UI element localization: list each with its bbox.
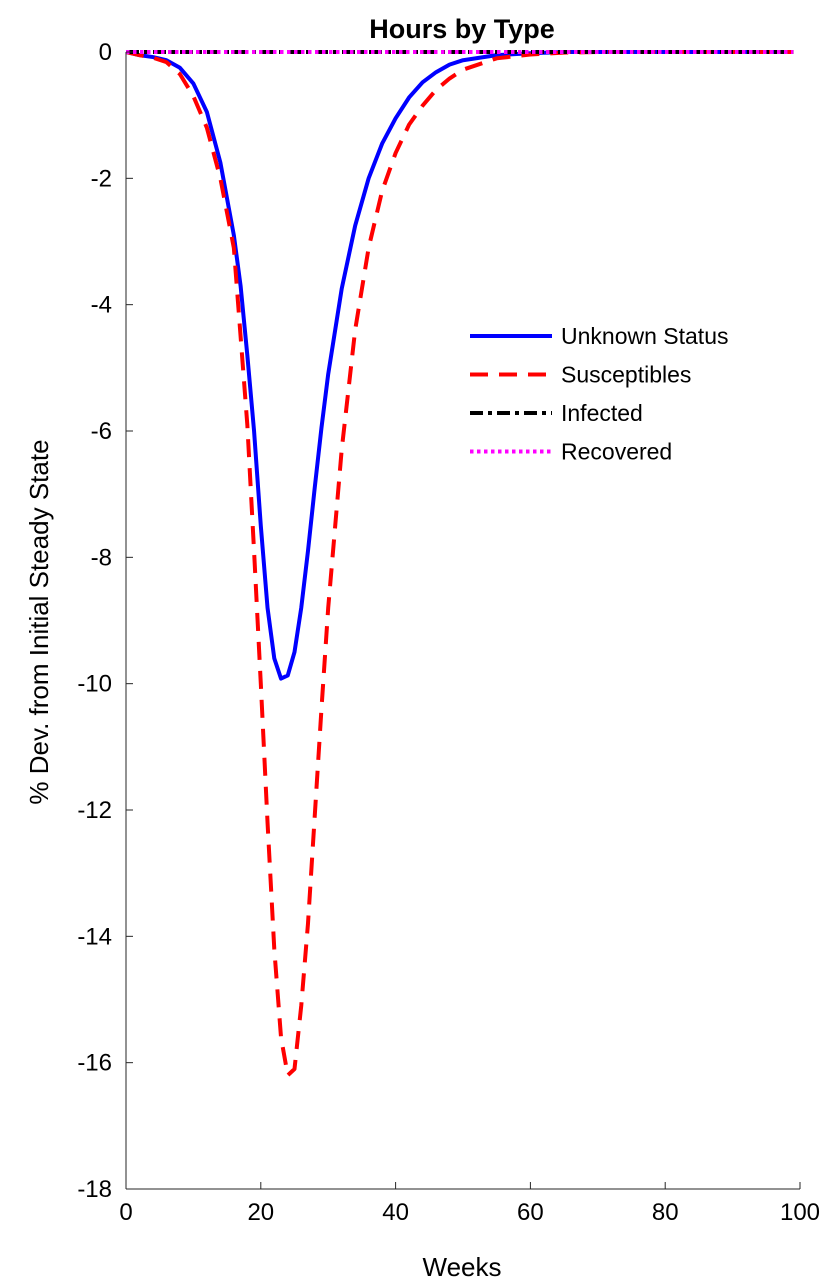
x-tick-label: 20 [247, 1199, 274, 1226]
x-tick-label: 80 [652, 1199, 679, 1226]
x-axis-label: Weeks [423, 1252, 502, 1282]
x-tick-label: 100 [780, 1199, 820, 1226]
legend-label-susceptibles: Susceptibles [561, 362, 691, 388]
legend-label-unknown-status: Unknown Status [561, 323, 728, 349]
y-tick-label: -10 [77, 671, 112, 698]
chart-title: Hours by Type [369, 14, 555, 44]
y-axis: 0 -2 -4 -6 -8 -10 -12 -14 -16 -18 [77, 39, 133, 1203]
y-tick-label: -12 [77, 797, 112, 824]
legend: Unknown Status Susceptibles Infected Recove… [470, 323, 728, 465]
y-tick-label: -8 [91, 544, 112, 571]
y-tick-label: -18 [77, 1176, 112, 1203]
legend-label-infected: Infected [561, 400, 643, 426]
y-tick-label: -4 [91, 292, 112, 319]
y-tick-label: 0 [99, 39, 112, 66]
series-line-susceptibles [125, 50, 794, 1078]
y-tick-label: -2 [91, 165, 112, 192]
y-tick-label: -6 [91, 418, 112, 445]
legend-label-recovered: Recovered [561, 439, 672, 465]
x-tick-label: 0 [119, 1199, 132, 1226]
y-tick-label: -14 [77, 923, 112, 950]
x-axis: 0 20 40 60 80 100 [119, 1182, 820, 1226]
x-tick-label: 40 [382, 1199, 409, 1226]
series-line-unknown-status [125, 50, 794, 681]
y-axis-label: % Dev. from Initial Steady State [24, 439, 54, 804]
y-tick-label: -16 [77, 1050, 112, 1077]
x-tick-label: 60 [517, 1199, 544, 1226]
plot-area [125, 50, 794, 1078]
